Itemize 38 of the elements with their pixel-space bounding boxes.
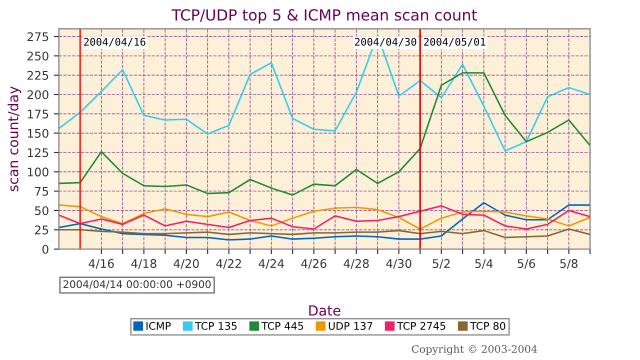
x-tick-label: 4/22 bbox=[216, 259, 241, 269]
y-tick-label: 100 bbox=[28, 168, 48, 176]
y-tick-label: 225 bbox=[27, 70, 48, 80]
y-tick-label: 200 bbox=[27, 90, 48, 100]
x-tick-label: 4/24 bbox=[258, 259, 284, 269]
x-tick-label: 5/2 bbox=[432, 259, 450, 269]
y-tick-label: 125 bbox=[28, 148, 48, 158]
x-tick-label: 4/20 bbox=[174, 259, 199, 269]
ref-line-label: 2004/05/01 bbox=[424, 38, 486, 47]
chart-title: TCP/UDP top 5 & ICMP mean scan count bbox=[172, 9, 477, 24]
legend-label: UDP 137 bbox=[328, 322, 372, 330]
x-axis-title: Date bbox=[309, 305, 340, 316]
y-tick-label: 175 bbox=[28, 110, 48, 118]
legend-label: TCP 445 bbox=[261, 322, 304, 330]
x-tick-label: 4/16 bbox=[88, 259, 114, 269]
y-tick-label: 50 bbox=[35, 206, 48, 216]
legend-label: TCP 2745 bbox=[397, 322, 446, 330]
y-axis-title: scan count/day bbox=[8, 86, 22, 192]
ref-line-label: 2004/04/30 bbox=[354, 38, 416, 47]
x-tick-label: 4/26 bbox=[301, 259, 326, 269]
y-tick-label: 250 bbox=[27, 52, 48, 61]
x-tick-label: 4/28 bbox=[344, 259, 369, 269]
legend-label: ICMP bbox=[146, 322, 171, 330]
text: Copyright © 2003-2004 bbox=[412, 344, 538, 356]
legend-label: TCP 80 bbox=[470, 322, 506, 330]
y-tick-label: 25 bbox=[35, 226, 48, 234]
y-tick-label: 0 bbox=[42, 244, 48, 254]
legend-label: TCP 135 bbox=[195, 322, 237, 330]
text: 2004/04/14 00:00:00 +0900 bbox=[63, 280, 211, 289]
x-tick-label: 5/8 bbox=[560, 259, 578, 269]
x-tick-label: 4/30 bbox=[386, 259, 412, 269]
ref-line-label: 2004/04/16 bbox=[84, 38, 146, 47]
x-tick-label: 4/18 bbox=[131, 259, 156, 269]
x-tick-label: 5/4 bbox=[475, 259, 493, 269]
x-tick-label: 5/6 bbox=[518, 259, 536, 269]
y-tick-label: 75 bbox=[35, 187, 48, 196]
y-tick-label: 150 bbox=[28, 128, 48, 138]
y-tick-label: 275 bbox=[27, 32, 48, 42]
